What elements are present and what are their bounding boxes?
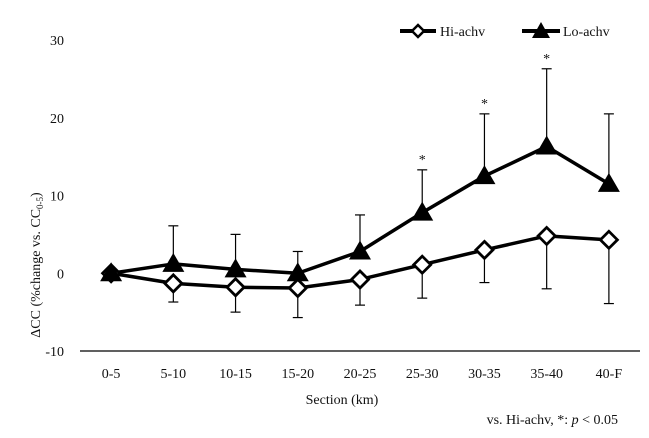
data-point-lo-achv bbox=[535, 135, 558, 155]
series-markers bbox=[100, 135, 620, 299]
x-axis: 0-5 5-10 10-15 15-20 20-25 25-30 30-35 35-40 40-… bbox=[80, 350, 640, 382]
x-tick-label: 15-20 bbox=[281, 367, 314, 382]
y-axis-title-subscript: 0-5 bbox=[35, 196, 45, 208]
data-point-lo-achv bbox=[411, 201, 434, 221]
y-tick-label: 0 bbox=[57, 267, 64, 282]
y-tick-label: 20 bbox=[50, 112, 64, 127]
legend-diamond-marker bbox=[410, 23, 426, 39]
data-point-lo-achv bbox=[286, 262, 309, 282]
data-point-lo-achv bbox=[597, 172, 620, 192]
data-point-hi-achv bbox=[287, 277, 309, 299]
significance-markers: * * * bbox=[419, 52, 550, 168]
y-axis: -10 0 10 20 30 bbox=[45, 34, 64, 360]
data-point-lo-achv bbox=[473, 165, 496, 185]
legend: Hi-achv Lo-achv bbox=[400, 22, 610, 40]
legend-label-lo-achv: Lo-achv bbox=[563, 25, 610, 40]
data-point-hi-achv bbox=[225, 276, 247, 298]
y-tick-label: 30 bbox=[50, 34, 64, 49]
significance-star: * bbox=[419, 153, 426, 168]
note-prefix: vs. Hi-achv, *: bbox=[487, 413, 572, 428]
y-axis-title-main: ΔCC (%change vs. CC bbox=[29, 209, 44, 338]
legend-item-hi-achv: Hi-achv bbox=[400, 23, 485, 40]
x-tick-label: 20-25 bbox=[344, 367, 377, 382]
data-point-hi-achv bbox=[411, 254, 433, 276]
note-p: p bbox=[571, 413, 579, 428]
data-point-lo-achv bbox=[224, 258, 247, 278]
data-point-lo-achv bbox=[162, 252, 185, 272]
x-axis-title: Section (km) bbox=[306, 393, 379, 408]
significance-star: * bbox=[481, 97, 488, 112]
x-tick-label: 40-F bbox=[596, 367, 623, 382]
data-point-lo-achv bbox=[349, 240, 371, 260]
data-point-lo-achv bbox=[100, 262, 123, 282]
y-axis-title: ΔCC (%change vs. CC0-5) bbox=[29, 192, 45, 338]
legend-triangle-marker bbox=[532, 22, 550, 38]
x-tick-label: 30-35 bbox=[468, 367, 501, 382]
legend-label-hi-achv: Hi-achv bbox=[440, 25, 485, 40]
data-point-hi-achv bbox=[473, 239, 495, 261]
data-point-hi-achv bbox=[162, 272, 184, 294]
y-tick-label: 10 bbox=[50, 190, 64, 205]
legend-item-lo-achv: Lo-achv bbox=[522, 22, 610, 40]
x-tick-label: 0-5 bbox=[102, 367, 121, 382]
x-tick-label: 10-15 bbox=[219, 367, 252, 382]
data-point-hi-achv bbox=[536, 225, 558, 247]
x-tick-label: 25-30 bbox=[406, 367, 439, 382]
data-point-hi-achv bbox=[349, 268, 371, 290]
data-point-hi-achv bbox=[598, 229, 620, 251]
x-tick-label: 5-10 bbox=[160, 367, 186, 382]
significance-note: vs. Hi-achv, *: p < 0.05 bbox=[487, 413, 618, 428]
significance-star: * bbox=[543, 52, 550, 67]
y-tick-label: -10 bbox=[45, 345, 64, 360]
x-tick-label: 35-40 bbox=[530, 367, 563, 382]
note-suffix: < 0.05 bbox=[579, 413, 618, 428]
y-axis-title-close: ) bbox=[29, 192, 44, 197]
